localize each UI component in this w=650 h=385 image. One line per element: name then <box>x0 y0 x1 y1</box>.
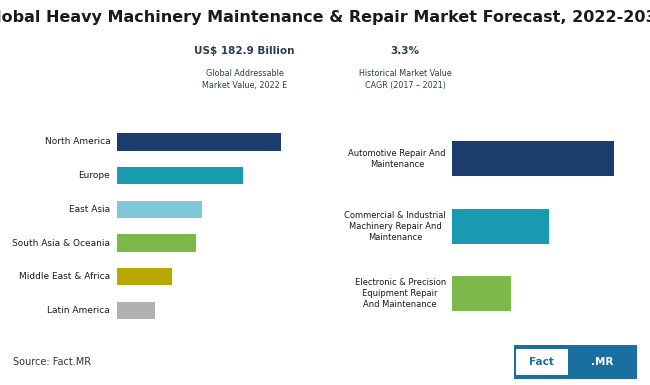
Text: Global Heavy Machinery Maintenance & Repair Market Forecast, 2022-2032: Global Heavy Machinery Maintenance & Rep… <box>0 10 650 25</box>
Text: North America: North America <box>45 137 110 146</box>
Text: .MR: .MR <box>592 357 614 367</box>
Text: South Asia & Oceania: South Asia & Oceania <box>12 239 110 248</box>
Text: Fact: Fact <box>530 357 554 367</box>
Text: Latin America: Latin America <box>47 306 110 315</box>
Text: 4.5%: 4.5% <box>70 46 99 56</box>
Bar <box>117 268 172 286</box>
Text: Europe: Europe <box>79 171 110 180</box>
Text: Market Split by Region, 2022 E: Market Split by Region, 2022 E <box>73 106 248 116</box>
Text: 48%: 48% <box>553 46 578 56</box>
Text: Market Split by Type, 2022 E: Market Split by Type, 2022 E <box>405 106 567 116</box>
Bar <box>117 167 244 184</box>
Bar <box>117 234 196 252</box>
Text: US$ 182.9 Billion: US$ 182.9 Billion <box>194 46 295 56</box>
Text: Global Market Value CAGR
(2022 – 2032): Global Market Value CAGR (2022 – 2032) <box>31 69 137 90</box>
FancyBboxPatch shape <box>514 345 637 379</box>
Bar <box>117 302 155 319</box>
Text: Automotive Repair And
Maintenance Market
Value Share, 2022 E: Automotive Repair And Maintenance Market… <box>519 63 612 95</box>
Bar <box>452 209 549 244</box>
Text: Automotive Repair And
Maintenance: Automotive Repair And Maintenance <box>348 149 446 169</box>
FancyBboxPatch shape <box>516 350 568 375</box>
Text: East Asia: East Asia <box>69 205 110 214</box>
Bar <box>117 201 202 218</box>
Text: Electronic & Precision
Equipment Repair
And Maintenance: Electronic & Precision Equipment Repair … <box>355 278 446 309</box>
Text: Global Addressable
Market Value, 2022 E: Global Addressable Market Value, 2022 E <box>202 69 287 90</box>
Text: Source: Fact.MR: Source: Fact.MR <box>13 357 91 367</box>
Text: Middle East & Africa: Middle East & Africa <box>19 272 110 281</box>
Bar <box>452 141 614 176</box>
Bar <box>117 133 281 151</box>
Text: 3.3%: 3.3% <box>391 46 420 56</box>
Bar <box>452 276 511 311</box>
Text: Commercial & Industrial
Machinery Repair And
Maintenance: Commercial & Industrial Machinery Repair… <box>344 211 446 242</box>
Text: Historical Market Value
CAGR (2017 – 2021): Historical Market Value CAGR (2017 – 202… <box>359 69 452 90</box>
